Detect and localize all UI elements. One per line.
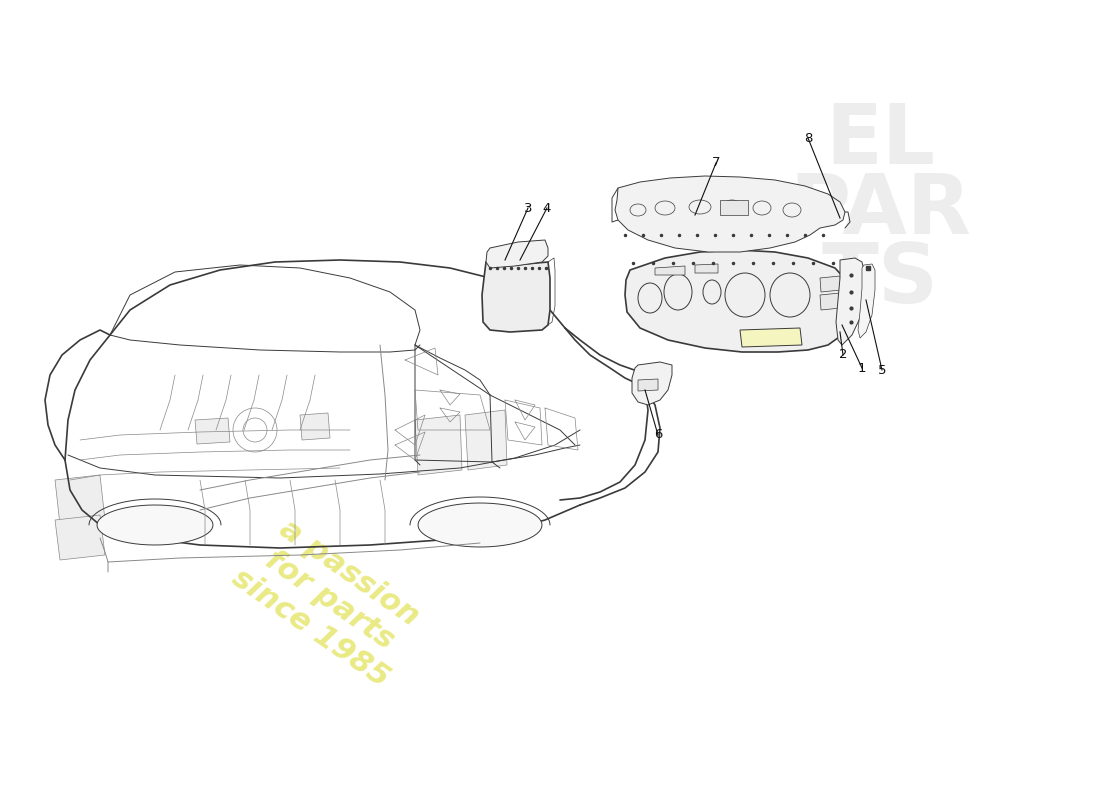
Text: 3: 3 (524, 202, 532, 214)
Polygon shape (195, 418, 230, 444)
Polygon shape (615, 176, 845, 252)
Polygon shape (625, 250, 852, 352)
Polygon shape (415, 415, 462, 475)
Polygon shape (740, 328, 802, 347)
Polygon shape (55, 515, 104, 560)
Polygon shape (720, 200, 748, 215)
Polygon shape (486, 240, 548, 268)
Text: 4: 4 (542, 202, 551, 214)
Polygon shape (695, 264, 718, 273)
Text: 1: 1 (858, 362, 867, 374)
Polygon shape (654, 266, 685, 275)
Polygon shape (858, 264, 874, 338)
Text: EL: EL (825, 99, 935, 181)
Polygon shape (820, 293, 842, 310)
Polygon shape (638, 379, 658, 391)
Polygon shape (300, 413, 330, 440)
Text: PAR: PAR (789, 170, 971, 250)
Polygon shape (482, 262, 550, 332)
Polygon shape (820, 276, 842, 292)
Text: 5: 5 (878, 363, 887, 377)
Text: a passion
for parts
since 1985: a passion for parts since 1985 (227, 508, 433, 692)
Polygon shape (836, 258, 865, 345)
Text: 8: 8 (804, 131, 812, 145)
Text: 7: 7 (712, 157, 720, 170)
Polygon shape (418, 503, 542, 547)
Text: 2: 2 (838, 349, 847, 362)
Polygon shape (465, 410, 507, 470)
Text: 6: 6 (653, 429, 662, 442)
Polygon shape (632, 362, 672, 405)
Polygon shape (55, 475, 104, 525)
Polygon shape (97, 505, 213, 545)
Text: TS: TS (822, 239, 938, 321)
